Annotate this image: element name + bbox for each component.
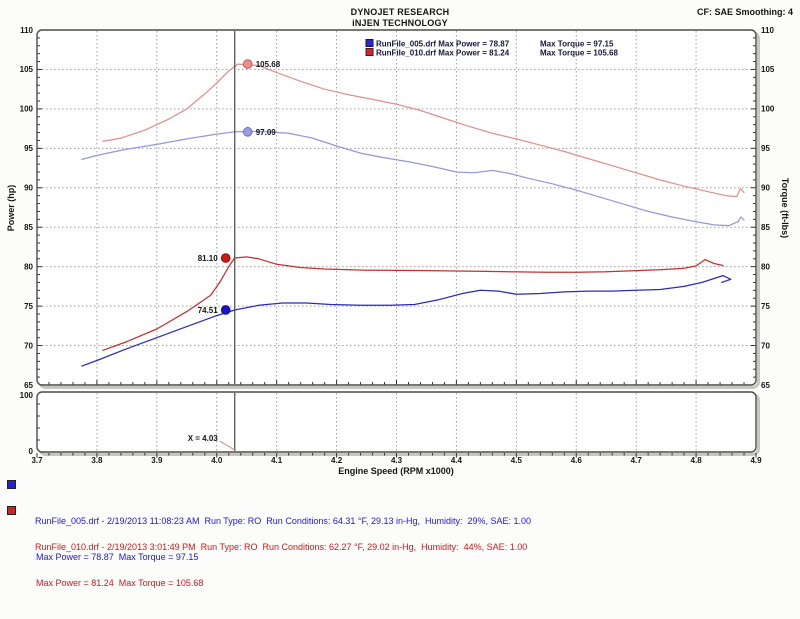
run-info-line2: Max Power = 81.24 Max Torque = 105.68	[36, 578, 204, 588]
power-tick-label: 90	[24, 184, 33, 193]
main-panel-frame	[36, 29, 757, 386]
power-tick-label: 75	[24, 302, 33, 311]
sub-y-tick-label: 100	[20, 391, 34, 400]
run-info-entry-2: RunFile_010.drf - 2/19/2013 3:01:49 PM R…	[7, 505, 527, 613]
cursor-value-power_010: 81.10	[198, 254, 219, 263]
curve-power_005	[81, 274, 732, 367]
run-info-line2: Max Power = 78.87 Max Torque = 97.15	[36, 552, 199, 562]
curve-torque_010	[102, 63, 745, 198]
cursor-x-label: X = 4.03	[188, 434, 219, 443]
x-tick-label: 3.8	[91, 456, 103, 465]
torque-tick-label: 75	[761, 302, 770, 311]
run-info-line1: RunFile_005.drf - 2/19/2013 11:08:23 AM …	[35, 516, 532, 526]
x-axis-title: Engine Speed (RPM x1000)	[338, 466, 454, 476]
sub-y-tick-label: 0	[29, 447, 34, 456]
power-tick-label: 85	[24, 223, 33, 232]
cursor-value-power_005: 74.51	[198, 306, 219, 315]
x-tick-label: 4.0	[211, 456, 223, 465]
x-tick-label: 4.5	[511, 456, 523, 465]
power-tick-label: 110	[20, 26, 33, 35]
header-title-line2: iNJEN TECHNOLOGY	[352, 18, 448, 28]
chart-header: DYNOJET RESEARCH iNJEN TECHNOLOGY	[0, 7, 800, 29]
torque-tick-label: 95	[761, 144, 770, 153]
cursor-value-torque_010: 105.68	[256, 60, 281, 69]
x-tick-label: 4.6	[571, 456, 583, 465]
torque-tick-label: 105	[761, 65, 775, 74]
cursor-marker-power_010	[220, 253, 231, 263]
torque-tick-label: 65	[761, 381, 770, 390]
x-tick-label: 4.3	[391, 456, 403, 465]
legend-label-run1: RunFile_005.drf Max Power = 78.87	[376, 40, 510, 49]
y-axis-title-torque: Torque (ft-lbs)	[780, 178, 790, 238]
legend-torque-run1: Max Torque = 97.15	[540, 40, 614, 49]
chart-generated-layer: 3.7 3.8 3.9 4.0 4.1 4.2 4.3 4.4 4.5 4.6 4.7 4.8 4.9 6…	[20, 26, 775, 465]
run-info-line1: RunFile_010.drf - 2/19/2013 3:01:49 PM R…	[35, 542, 528, 552]
x-tick-label: 4.8	[691, 456, 703, 465]
power-tick-label: 70	[24, 341, 33, 350]
run-color-swatch-icon	[7, 480, 16, 489]
sub-panel-frame	[36, 391, 757, 453]
correction-smoothing-label: CF: SAE Smoothing: 4	[697, 7, 793, 17]
header-title-line1: DYNOJET RESEARCH	[350, 7, 450, 17]
torque-tick-label: 110	[761, 26, 774, 35]
curve-torque_005	[81, 130, 745, 227]
x-tick-label: 3.7	[31, 456, 43, 465]
cursor-x-pointer-line	[219, 440, 235, 451]
cursor-marker-torque_010	[242, 59, 253, 69]
x-tick-label: 3.9	[151, 456, 163, 465]
torque-tick-label: 90	[761, 184, 770, 193]
chart-legend: RunFile_005.drf Max Power = 78.87 Max To…	[365, 39, 618, 58]
x-tick-label: 4.9	[750, 456, 762, 465]
power-tick-label: 80	[24, 262, 33, 271]
x-tick-label: 4.7	[631, 456, 643, 465]
power-tick-label: 100	[20, 105, 34, 114]
legend-swatch-run2	[365, 48, 374, 56]
torque-tick-label: 70	[761, 341, 770, 350]
torque-tick-label: 80	[761, 262, 770, 271]
x-tick-label: 4.2	[331, 456, 343, 465]
dyno-chart: 3.7 3.8 3.9 4.0 4.1 4.2 4.3 4.4 4.5 4.6 4.7 4.8 4.9 6…	[6, 26, 790, 476]
power-tick-label: 65	[24, 381, 33, 390]
x-tick-label: 4.1	[271, 456, 283, 465]
legend-torque-run2: Max Torque = 105.68	[540, 49, 618, 58]
cursor-value-torque_005: 97.09	[256, 128, 277, 137]
torque-tick-label: 85	[761, 223, 770, 232]
run-color-swatch-icon	[7, 506, 16, 515]
cursor-marker-power_005	[220, 305, 231, 315]
cursor-marker-torque_005	[242, 127, 253, 137]
torque-tick-label: 100	[761, 105, 775, 114]
x-tick-label: 4.4	[451, 456, 463, 465]
power-tick-label: 95	[24, 144, 33, 153]
run-info-entry-1: RunFile_005.drf - 2/19/2013 11:08:23 AM …	[7, 479, 531, 587]
y-axis-title-power: Power (hp)	[6, 185, 16, 232]
legend-swatch-run1	[365, 39, 374, 47]
power-tick-label: 105	[20, 65, 34, 74]
legend-label-run2: RunFile_010.drf Max Power = 81.24	[376, 49, 510, 58]
curve-power_010	[102, 256, 724, 351]
